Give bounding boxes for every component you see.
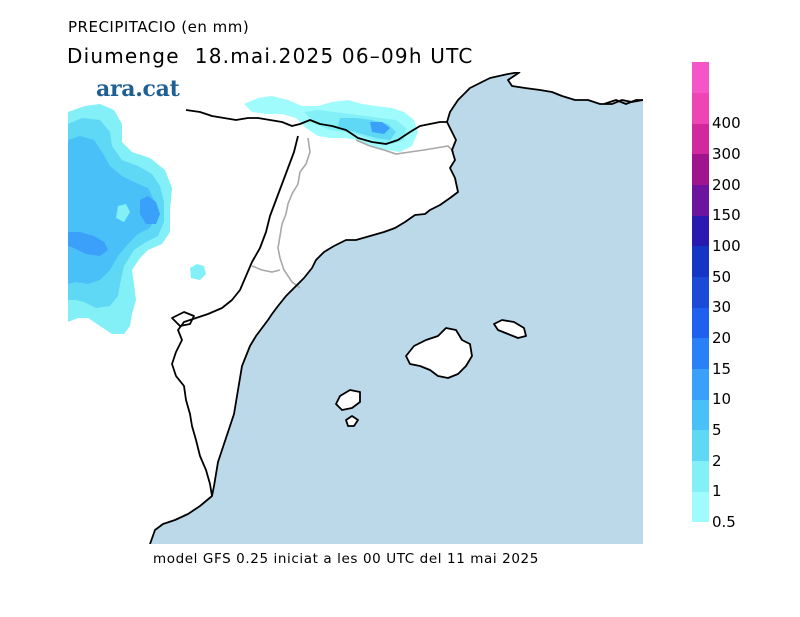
precipitation-color-scale <box>692 62 709 523</box>
precipitation-small-cell <box>190 264 206 280</box>
legend-swatch <box>692 460 709 492</box>
island-mallorca <box>405 327 473 379</box>
regional-borders <box>251 137 455 289</box>
legend-label: 300 <box>712 145 741 163</box>
legend-label: 5 <box>712 421 722 439</box>
legend-swatch <box>692 276 709 308</box>
legend-swatch <box>692 491 709 523</box>
legend-label: 400 <box>712 114 741 133</box>
legend-swatch <box>692 338 709 370</box>
legend-label: 200 <box>712 175 741 194</box>
coastline <box>149 72 643 544</box>
legend-label: 0.5 <box>712 513 736 531</box>
island-formentera <box>345 415 359 427</box>
legend-swatch <box>692 430 709 462</box>
balearic-islands <box>335 319 527 427</box>
legend-swatch <box>692 123 709 155</box>
island-ibiza <box>335 389 361 411</box>
land-area <box>68 72 520 544</box>
legend-swatch <box>692 92 709 124</box>
legend-label: 100 <box>712 237 741 255</box>
legend-label: 30 <box>712 298 732 317</box>
legend-swatch <box>692 399 709 431</box>
land-area-france <box>508 72 643 104</box>
legend-swatch <box>692 184 709 216</box>
island-menorca <box>493 319 527 339</box>
legend-label: 50 <box>712 267 732 286</box>
legend-swatch <box>692 215 709 247</box>
legend-label: 15 <box>712 359 732 378</box>
legend-label: 150 <box>712 206 741 225</box>
map-title: PRECIPITACIO (en mm) <box>68 18 250 36</box>
legend-swatch <box>692 307 709 339</box>
legend-swatch <box>692 62 709 94</box>
legend-label: 10 <box>712 390 732 409</box>
legend-swatch <box>692 368 709 400</box>
precipitation-west <box>68 104 172 334</box>
coast-top-right <box>603 99 643 105</box>
legend-label: 1 <box>712 482 722 501</box>
legend-label: 2 <box>712 451 722 470</box>
ara-cat-logo[interactable]: ara.cat <box>96 76 180 102</box>
legend-label: 20 <box>712 329 732 347</box>
model-run-info: model GFS 0.25 iniciat a les 00 UTC del … <box>153 551 539 567</box>
legend-swatch <box>692 246 709 278</box>
forecast-date-time: Diumenge 18.mai.2025 06–09h UTC <box>67 44 474 68</box>
precipitation-pyrenees <box>244 96 418 152</box>
legend-swatch <box>692 154 709 186</box>
